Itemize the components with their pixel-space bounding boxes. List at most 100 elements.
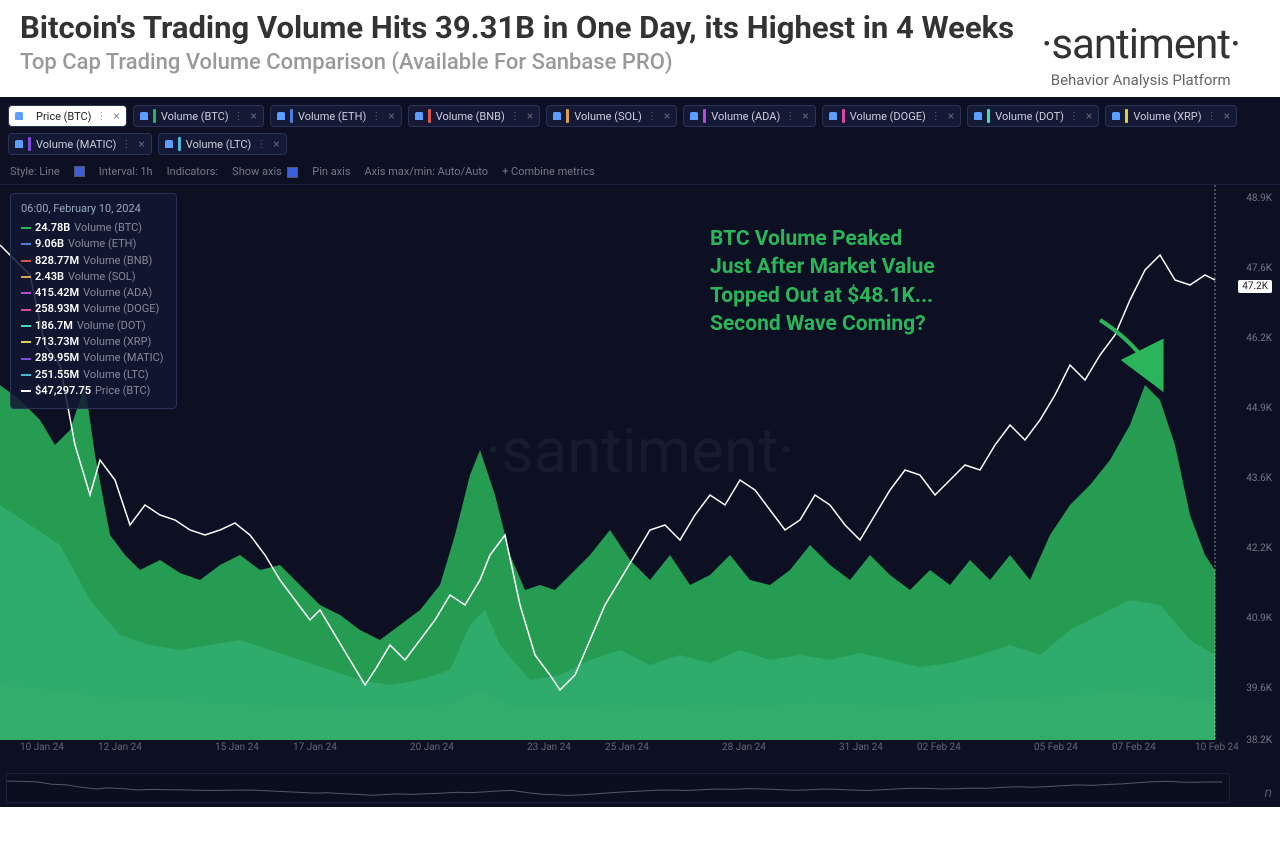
metric-pill-volume-ada-[interactable]: Volume (ADA) ⋮ × — [683, 105, 815, 127]
info-row: 415.42MVolume (ADA) — [21, 286, 164, 300]
pill-menu-icon[interactable]: ⋮ — [1069, 111, 1079, 122]
pill-close-icon[interactable]: × — [113, 109, 119, 123]
x-tick: 07 Feb 24 — [1112, 742, 1156, 753]
legend-dash — [21, 390, 31, 392]
info-label: Volume (ADA) — [83, 286, 152, 300]
pill-close-icon[interactable]: × — [948, 109, 954, 123]
y-tick: 42.2K — [1246, 543, 1272, 554]
info-row: $47,297.75Price (BTC) — [21, 384, 164, 398]
pill-close-icon[interactable]: × — [664, 109, 670, 123]
legend-dash — [21, 309, 31, 311]
color-swatch — [1125, 109, 1128, 123]
metric-pill-volume-dot-[interactable]: Volume (DOT)⋮× — [967, 105, 1099, 127]
chart-canvas-area[interactable]: ·santiment· 06:00, February 10, 2024 24.… — [0, 185, 1280, 740]
pill-menu-icon[interactable]: ⋮ — [931, 111, 941, 122]
show-axis-toggle[interactable]: Show axis — [232, 165, 298, 178]
page-subtitle: Top Cap Trading Volume Comparison (Avail… — [20, 50, 1041, 75]
metric-pill-volume-bnb-[interactable]: Volume (BNB)⋮× — [408, 105, 541, 127]
info-value: 9.06B — [35, 237, 64, 251]
lock-icon — [15, 112, 23, 120]
y-tick: 46.2K — [1246, 333, 1272, 344]
metric-pill-volume-btc-[interactable]: Volume (BTC)⋮× — [133, 105, 264, 127]
pill-menu-icon[interactable]: ⋮ — [234, 111, 244, 122]
info-label: Volume (LTC) — [83, 368, 148, 382]
x-tick: 20 Jan 24 — [410, 742, 454, 753]
x-tick: 28 Jan 24 — [722, 742, 766, 753]
metric-pill-volume-sol-[interactable]: Volume (SOL)⋮× — [546, 105, 677, 127]
pill-menu-icon[interactable]: ⋮ — [371, 111, 381, 122]
info-label: Volume (XRP) — [83, 335, 151, 349]
lock-icon — [415, 112, 423, 120]
info-label: Volume (SOL) — [68, 270, 136, 284]
legend-dash — [21, 260, 31, 262]
pill-close-icon[interactable]: × — [251, 109, 257, 123]
lock-icon — [165, 140, 173, 148]
x-tick: 23 Jan 24 — [527, 742, 571, 753]
info-value: $47,297.75 — [35, 384, 91, 398]
indicators-menu[interactable]: Indicators: — [167, 165, 219, 178]
y-tick: 48.9K — [1246, 193, 1272, 204]
hover-info-box: 06:00, February 10, 2024 24.78BVolume (B… — [10, 193, 177, 409]
metric-pill-volume-xrp-[interactable]: Volume (XRP) ⋮ × — [1105, 105, 1237, 127]
pill-close-icon[interactable]: × — [1224, 109, 1230, 123]
lock-icon — [690, 112, 698, 120]
pill-close-icon[interactable]: × — [527, 109, 533, 123]
info-row: 9.06B Volume (ETH) — [21, 237, 164, 251]
axis-minmax-selector[interactable]: Axis max/min: Auto/Auto — [365, 165, 489, 178]
info-row: 2.43BVolume (SOL) — [21, 270, 164, 284]
style-selector[interactable]: Style: Line — [10, 165, 60, 178]
lock-icon — [829, 112, 837, 120]
info-value: 289.95M — [35, 351, 79, 365]
metric-pill-volume-doge-[interactable]: Volume (DOGE)⋮× — [822, 105, 962, 127]
metric-pill-volume-eth-[interactable]: Volume (ETH) ⋮ × — [270, 105, 402, 127]
info-row: 828.77MVolume (BNB) — [21, 254, 164, 268]
pill-menu-icon[interactable]: ⋮ — [256, 139, 266, 150]
legend-dash — [21, 341, 31, 343]
color-swatch — [28, 109, 31, 123]
metric-pill-price-btc-[interactable]: Price (BTC)⋮× — [8, 105, 127, 127]
pill-label: Volume (ADA) — [711, 110, 780, 123]
metric-pill-volume-ltc-[interactable]: Volume (LTC)⋮× — [158, 133, 287, 155]
info-label: Volume (ETH) — [68, 237, 136, 251]
x-tick: 31 Jan 24 — [839, 742, 883, 753]
pill-close-icon[interactable]: × — [388, 109, 394, 123]
pill-label: Volume (ETH) — [298, 110, 366, 123]
pill-close-icon[interactable]: × — [273, 137, 279, 151]
info-row: 24.78BVolume (BTC) — [21, 221, 164, 235]
legend-dash — [21, 374, 31, 376]
pill-close-icon[interactable]: × — [802, 109, 808, 123]
fill-toggle[interactable] — [74, 166, 85, 177]
legend-dash — [21, 227, 31, 229]
pill-menu-icon[interactable]: ⋮ — [510, 111, 520, 122]
pill-label: Volume (XRP) — [1133, 110, 1201, 123]
color-swatch — [566, 109, 569, 123]
lock-icon — [974, 112, 982, 120]
metric-pills-row: Price (BTC)⋮×Volume (BTC)⋮×Volume (ETH)⋮… — [0, 97, 1280, 159]
info-label: Volume (DOGE) — [83, 302, 159, 316]
color-swatch — [987, 109, 990, 123]
pin-axis-toggle[interactable]: Pin axis — [312, 165, 350, 178]
y-tick: 39.6K — [1246, 683, 1272, 694]
combine-metrics-button[interactable]: + Combine metrics — [502, 165, 594, 178]
legend-dash — [21, 276, 31, 278]
legend-dash — [21, 243, 31, 245]
interval-selector[interactable]: Interval: 1h — [99, 165, 153, 178]
color-swatch — [28, 137, 31, 151]
pill-close-icon[interactable]: × — [138, 137, 144, 151]
x-tick: 05 Feb 24 — [1034, 742, 1078, 753]
x-tick: 25 Jan 24 — [605, 742, 649, 753]
pill-menu-icon[interactable]: ⋮ — [1207, 111, 1217, 122]
pill-menu-icon[interactable]: ⋮ — [647, 111, 657, 122]
pill-menu-icon[interactable]: ⋮ — [785, 111, 795, 122]
brand-logo: ·santiment· — [1041, 20, 1240, 69]
pill-menu-icon[interactable]: ⋮ — [121, 139, 131, 150]
metric-pill-volume-matic-[interactable]: Volume (MATIC)⋮× — [8, 133, 152, 155]
pill-close-icon[interactable]: × — [1086, 109, 1092, 123]
info-label: Volume (MATIC) — [83, 351, 163, 365]
info-row: 258.93MVolume (DOGE) — [21, 302, 164, 316]
chart-minimap[interactable] — [6, 773, 1230, 803]
color-swatch — [178, 137, 181, 151]
color-swatch — [703, 109, 706, 123]
pill-menu-icon[interactable]: ⋮ — [96, 111, 106, 122]
info-value: 186.7M — [35, 319, 73, 333]
